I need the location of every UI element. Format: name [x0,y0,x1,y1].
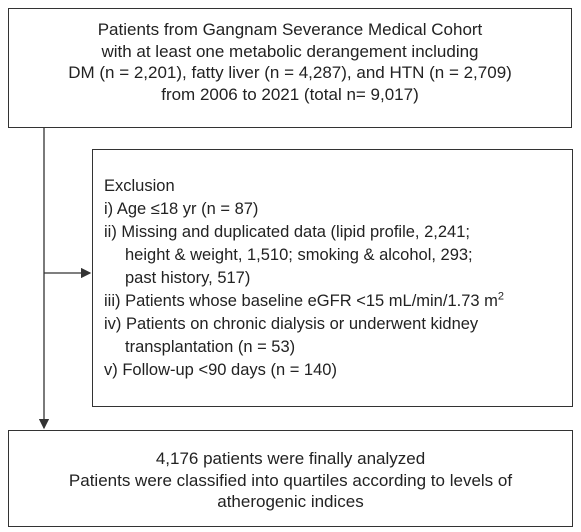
text-line: with at least one metabolic derangement … [101,41,479,61]
exclusion-line: ii) Missing and duplicated data (lipid p… [104,223,470,241]
top-box: Patients from Gangnam Severance Medical … [8,8,572,128]
exclusion-line: iii) Patients whose baseline eGFR <15 mL… [104,290,505,310]
exclusion-line: i) Age ≤18 yr (n = 87) [104,200,259,218]
exclusion-line: height & weight, 1,510; smoking & alcoho… [125,246,473,264]
exclusion-line: iv) Patients on chronic dialysis or unde… [104,315,479,333]
bottom-box: 4,176 patients were finally analyzed Pati… [8,430,573,527]
text-line: Patients were classified into quartiles … [68,470,513,490]
text-line: Patients from Gangnam Severance Medical … [97,20,483,39]
exclusion-box: Exclusion i) Age ≤18 yr (n = 87) ii) Miss… [92,149,573,407]
exclusion-line: past history, 517) [125,269,251,287]
exclusion-line: transplantation (n = 53) [125,338,296,356]
superscript: 2 [497,290,505,303]
text-line: 4,176 patients were finally analyzed [155,449,426,468]
exclusion-title: Exclusion [104,177,175,195]
text-line: atherogenic indices [217,492,364,511]
exclusion-line: v) Follow-up <90 days (n = 140) [104,361,337,379]
text-line: from 2006 to 2021 (total n= 9,017) [161,84,419,104]
text-line: DM (n = 2,201), fatty liver (n = 4,287),… [68,63,512,82]
